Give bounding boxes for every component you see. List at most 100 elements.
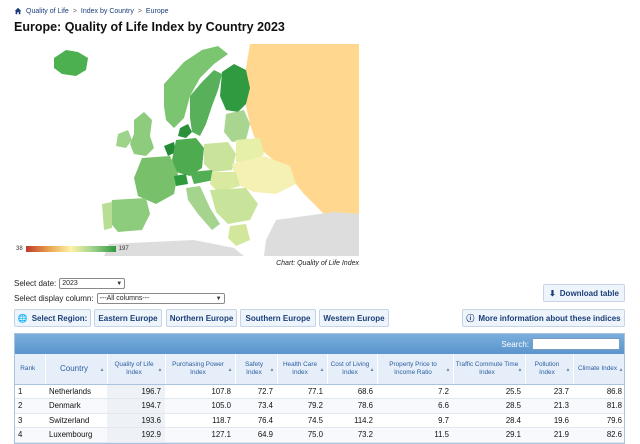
column-header-safety[interactable]: Safety Index ▲ [235, 354, 278, 385]
column-header-climate[interactable]: Climate Index ▲ [573, 354, 624, 385]
search-label: Search: [501, 339, 529, 349]
map-region-france[interactable] [134, 156, 178, 204]
breadcrumb-link-quality-of-life[interactable]: Quality of Life [26, 7, 69, 15]
region-western-europe-button[interactable]: Western Europe [319, 309, 389, 327]
column-header-traffic-commute[interactable]: Traffic Commute Time Index ▲ [453, 354, 526, 385]
cell-country: Luxembourg [45, 427, 107, 443]
map-region-russia[interactable] [244, 44, 359, 256]
cell-rank: 1 [15, 384, 45, 399]
cell-traffic-commute: 25.5 [453, 384, 525, 399]
breadcrumb-separator: > [137, 7, 142, 15]
column-header-rank[interactable]: Rank [15, 354, 46, 385]
chart-caption: Chart: Quality of Life Index [276, 260, 359, 267]
europe-choropleth-map[interactable] [14, 44, 359, 256]
column-select-value: ---All columns--- [99, 295, 150, 302]
region-label: Eastern Europe [98, 313, 158, 323]
column-header-pollution[interactable]: Pollution Index ▲ [525, 354, 574, 385]
cell-rank: 3 [15, 413, 45, 428]
map-region-belarus[interactable] [236, 138, 264, 164]
date-control: Select date: 2023 ▼ [14, 278, 126, 289]
legend-max-value: 197 [118, 246, 129, 252]
column-header-cost-of-living[interactable]: Cost of Living Index ▲ [327, 354, 378, 385]
breadcrumb-link-index-by-country[interactable]: Index by Country [80, 7, 134, 15]
info-icon: ⓘ [466, 313, 475, 323]
breadcrumb-link-europe[interactable]: Europe [145, 7, 169, 15]
chevron-down-icon: ▼ [215, 295, 222, 302]
cell-climate: 86.8 [573, 384, 624, 399]
sort-icon: ▲ [99, 366, 105, 373]
column-select[interactable]: ---All columns--- ▼ [96, 293, 225, 304]
cell-country: Switzerland [45, 413, 107, 428]
map-region-iceland[interactable] [54, 50, 88, 76]
download-icon: ⬇ [549, 288, 556, 298]
map-region-norway[interactable] [164, 46, 228, 128]
legend-color-scale [25, 246, 116, 252]
map-region-switzerland[interactable] [174, 174, 188, 186]
map-region-greece[interactable] [228, 224, 250, 246]
cell-safety: 73.4 [235, 398, 277, 414]
region-northern-europe-button[interactable]: Northern Europe [166, 309, 237, 327]
cell-health-care: 79.2 [277, 398, 327, 414]
map-region-poland[interactable] [204, 142, 236, 172]
map-region-finland[interactable] [220, 64, 250, 112]
search-input[interactable] [532, 338, 620, 350]
breadcrumb-separator: > [72, 7, 77, 15]
cell-property-price: 6.6 [377, 398, 453, 414]
table-row: 4 Luxembourg 192.9 127.1 64.9 75.0 73.2 … [15, 427, 624, 443]
cell-pollution: 21.3 [525, 398, 573, 414]
download-table-button[interactable]: ⬇ Download table [543, 284, 625, 302]
sort-icon: ▲ [565, 366, 571, 373]
column-header-health-care[interactable]: Health Care Index ▲ [277, 354, 328, 385]
table-row: 3 Switzerland 193.6 118.7 76.4 74.5 114.… [15, 413, 624, 428]
select-region-button[interactable]: 🌐 Select Region: [14, 309, 91, 327]
region-southern-europe-button[interactable]: Southern Europe [240, 309, 316, 327]
download-table-label: Download table [559, 288, 619, 298]
map-region-czechia-hungary[interactable] [210, 172, 240, 192]
map-region-sweden[interactable] [190, 70, 222, 136]
cell-safety: 76.4 [235, 413, 277, 428]
column-control: Select display column: ---All columns---… [14, 293, 225, 304]
map-region-ukraine[interactable] [232, 156, 296, 194]
column-header-quality-of-life[interactable]: Quality of Life Index ▲ [107, 354, 166, 385]
cell-rank: 2 [15, 398, 45, 414]
map-region-austria[interactable] [190, 170, 214, 184]
map-region-spain[interactable] [108, 198, 150, 232]
map-region-ireland[interactable] [116, 130, 132, 148]
date-select[interactable]: 2023 ▼ [59, 278, 126, 289]
region-label: Southern Europe [245, 313, 311, 323]
cell-safety: 64.9 [235, 427, 277, 443]
globe-icon: 🌐 [17, 313, 28, 323]
column-header-country[interactable]: Country ▲ [45, 354, 108, 385]
home-icon[interactable] [14, 7, 22, 15]
map-region-portugal[interactable] [102, 202, 112, 230]
map-region-denmark[interactable] [178, 124, 192, 138]
map-region-balkans[interactable] [210, 188, 258, 224]
date-label: Select date: [14, 279, 57, 288]
sort-icon: ▲ [319, 366, 325, 373]
map-region-uk[interactable] [130, 112, 154, 156]
cell-pollution: 19.6 [525, 413, 573, 428]
cell-quality-of-life: 193.6 [107, 413, 165, 428]
sort-icon: ▲ [227, 366, 233, 373]
more-information-button[interactable]: ⓘ More information about these indices [462, 309, 625, 327]
map-region-north-africa [104, 240, 244, 256]
sort-icon: ▲ [618, 366, 624, 373]
map-region-baltics[interactable] [224, 110, 250, 142]
region-eastern-europe-button[interactable]: Eastern Europe [94, 309, 162, 327]
cell-pollution: 23.7 [525, 384, 573, 399]
column-header-property-price[interactable]: Property Price to Income Ratio ▲ [377, 354, 454, 385]
cell-purchasing-power: 105.0 [165, 398, 235, 414]
date-select-value: 2023 [62, 280, 78, 287]
cell-climate: 79.6 [573, 413, 624, 428]
cell-country: Netherlands [45, 384, 107, 399]
cell-traffic-commute: 28.4 [453, 413, 525, 428]
map-region-germany[interactable] [172, 138, 204, 176]
map-region-italy[interactable] [186, 186, 220, 230]
table-row: 1 Netherlands 196.7 107.8 72.7 77.1 68.6… [15, 384, 624, 399]
cell-health-care: 77.1 [277, 384, 327, 399]
cell-purchasing-power: 127.1 [165, 427, 235, 443]
cell-health-care: 74.5 [277, 413, 327, 428]
table-row: 2 Denmark 194.7 105.0 73.4 79.2 78.6 6.6… [15, 398, 624, 414]
map-region-netherlands[interactable] [164, 142, 176, 156]
column-header-purchasing-power[interactable]: Purchasing Power Index ▲ [165, 354, 236, 385]
